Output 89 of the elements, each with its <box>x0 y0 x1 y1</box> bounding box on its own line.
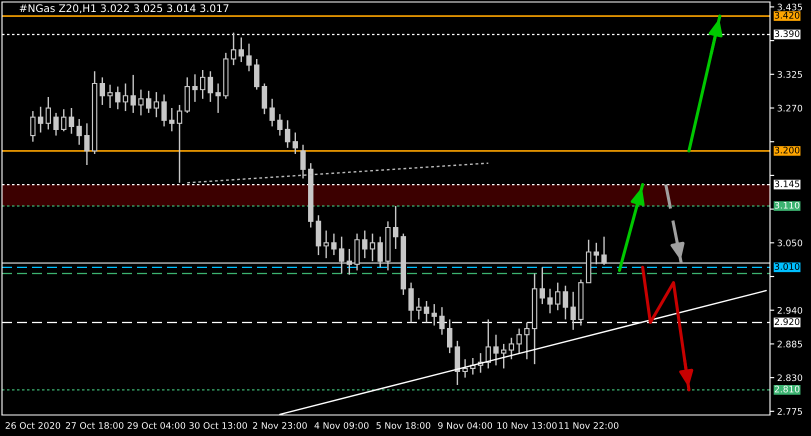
candlestick <box>338 236 344 274</box>
y-tick-label: 2.830 <box>778 374 802 382</box>
candlestick <box>68 107 74 134</box>
candlestick <box>115 86 120 110</box>
y-tick-label: 3.050 <box>778 240 802 246</box>
candlestick <box>516 328 522 354</box>
y-tick-label: 3.435 <box>778 4 802 10</box>
candlestick <box>284 120 290 149</box>
x-tick-label: 5 Nov 18:00 <box>376 422 430 429</box>
candlestick <box>138 88 144 116</box>
chart-title: #NGas Z20,H1 3.022 3.025 3.014 3.017 <box>20 4 228 14</box>
line-series <box>641 266 690 392</box>
candlestick <box>61 108 66 132</box>
candlestick <box>292 132 298 155</box>
ref-line-label: 3.390 <box>774 30 800 38</box>
candlestick <box>30 110 36 142</box>
ref-line-label: 3.010 <box>774 263 800 270</box>
candlestick <box>570 291 576 331</box>
candlestick <box>38 106 44 134</box>
candlestick <box>76 118 82 146</box>
candlestick <box>238 36 244 63</box>
y-tick-label: 3.325 <box>778 71 802 78</box>
candlestick <box>540 266 545 305</box>
candlestick <box>84 122 90 166</box>
candlestick <box>493 334 499 366</box>
y-tick-label: 3.270 <box>778 104 802 112</box>
candlestick <box>524 322 530 360</box>
candlestick <box>501 343 506 370</box>
candlestick <box>215 82 221 114</box>
candlestick <box>208 70 214 103</box>
candlestick <box>555 282 560 311</box>
candlestick <box>176 104 182 184</box>
candlestick <box>277 113 283 136</box>
candlestick <box>254 58 260 90</box>
candlestick <box>408 282 414 324</box>
candlestick <box>146 90 152 114</box>
candlestick <box>262 82 268 115</box>
candlestick <box>200 69 206 100</box>
candlestick <box>331 232 337 256</box>
candlestick <box>122 82 128 112</box>
candlestick <box>100 76 106 106</box>
x-tick-label: 27 Oct 18:00 <box>66 422 124 429</box>
candlestick <box>346 248 352 276</box>
y-tick-label: 2.940 <box>778 306 802 314</box>
candlestick <box>424 300 430 324</box>
candlestick <box>269 98 275 128</box>
x-tick-label: 11 Nov 22:00 <box>559 422 618 429</box>
x-tick-label: 26 Oct 2020 <box>6 422 60 429</box>
candlestick <box>154 91 160 118</box>
candlestick <box>46 96 51 130</box>
candlestick <box>594 242 600 265</box>
x-tick-label: 9 Nov 04:00 <box>438 422 492 429</box>
ref-line-label: 3.145 <box>774 180 800 188</box>
candlestick <box>370 232 376 262</box>
ref-line-label: 2.920 <box>774 318 800 326</box>
candlestick <box>508 337 514 360</box>
candlestick <box>230 32 236 66</box>
candlestick <box>432 303 437 326</box>
x-tick-label: 29 Oct 04:00 <box>128 422 186 429</box>
candlestick <box>601 236 607 266</box>
candlestick <box>130 74 136 114</box>
candlestick <box>192 74 198 103</box>
x-tick-label: 30 Oct 13:00 <box>189 422 247 429</box>
y-tick-label: 2.775 <box>778 408 802 415</box>
candlestick <box>300 144 306 180</box>
candlestick <box>562 285 568 320</box>
candlestick <box>324 230 329 259</box>
candlestick <box>378 236 383 268</box>
candlestick <box>169 107 174 132</box>
x-tick-label: 2 Nov 23:00 <box>252 422 307 429</box>
candlestick <box>53 112 59 136</box>
candlestick <box>246 42 252 72</box>
ref-line-label: 2.810 <box>774 386 800 392</box>
candlestick <box>416 297 422 320</box>
ref-line-label: 3.420 <box>774 12 800 19</box>
candlestick <box>161 94 167 128</box>
x-tick-label: 4 Nov 09:00 <box>314 422 369 429</box>
candlestick <box>107 84 113 109</box>
candlestick <box>362 230 368 259</box>
candlestick <box>547 288 553 314</box>
x-tick-label: 10 Nov 13:00 <box>497 422 557 429</box>
candlestick <box>447 318 452 354</box>
candlestick <box>392 205 398 250</box>
ref-line-label: 3.200 <box>774 146 800 154</box>
candlestick <box>486 318 491 370</box>
y-tick-label: 2.885 <box>778 340 802 348</box>
candlestick <box>439 306 445 336</box>
candlestick <box>462 358 468 378</box>
ref-line-label: 3.110 <box>774 202 800 209</box>
